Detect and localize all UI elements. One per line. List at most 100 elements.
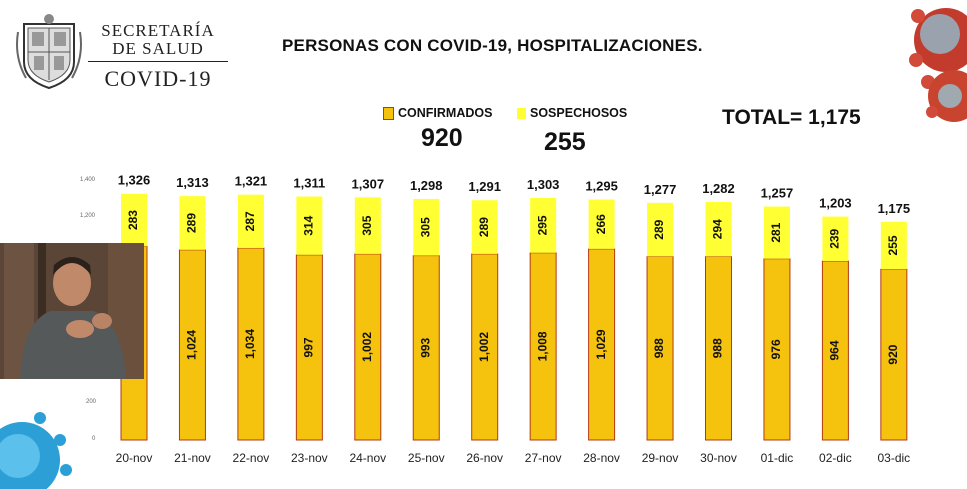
legend-suspected-swatch	[517, 107, 526, 119]
bar-suspected	[354, 197, 381, 254]
bar-suspected	[530, 198, 557, 253]
confirmed-count: 920	[421, 124, 463, 152]
bar-confirmed-label: 1,024	[185, 330, 199, 360]
virus-illustration-top-right	[909, 8, 967, 122]
bar-confirmed-label: 920	[886, 344, 900, 364]
org-line-3: COVID-19	[104, 66, 212, 91]
x-tick-label: 24-nov	[349, 451, 386, 465]
bar-suspected-label: 295	[535, 215, 549, 235]
legend-suspected-label: SOSPECHOSOS	[530, 106, 628, 120]
interpreter-figure	[0, 243, 144, 379]
bar-suspected-label: 289	[477, 217, 491, 237]
bar-suspected	[880, 221, 907, 270]
bar-suspected	[121, 193, 147, 247]
bar-confirmed-label: 1,029	[594, 329, 608, 359]
bar-suspected-label: 314	[302, 215, 316, 235]
legend-confirmed: CONFIRMADOS	[383, 106, 492, 120]
bar-total-label: 1,257	[761, 186, 794, 201]
bar-confirmed-label: 988	[652, 338, 666, 358]
y-tick-label: 1,400	[80, 177, 96, 183]
bar-total-label: 1,282	[702, 181, 735, 196]
bar-suspected-label: 255	[886, 235, 900, 255]
bar-suspected	[179, 196, 206, 250]
bar-confirmed-label: 964	[828, 340, 842, 360]
suspected-count: 255	[544, 128, 586, 156]
bar-total-label: 1,295	[585, 179, 618, 194]
bar-confirmed-label: 993	[418, 337, 432, 357]
bar-suspected	[763, 206, 790, 259]
bar-total-label: 1,175	[878, 201, 911, 216]
x-tick-label: 22-nov	[233, 451, 270, 465]
bar-total-label: 1,313	[176, 175, 209, 190]
bar-total-label: 1,303	[527, 177, 560, 192]
bar-total-label: 1,203	[819, 196, 852, 211]
x-tick-label: 03-dic	[878, 451, 911, 465]
bar-total-label: 1,326	[118, 173, 151, 188]
bar-suspected	[647, 202, 674, 257]
bar-total-label: 1,277	[644, 182, 677, 197]
bar-suspected-label: 289	[652, 219, 666, 239]
x-tick-label: 20-nov	[116, 451, 153, 465]
bar-confirmed	[295, 254, 323, 441]
total-count: TOTAL= 1,175	[722, 106, 861, 129]
bar-suspected	[413, 198, 440, 256]
legend-suspected: SOSPECHOSOS	[517, 106, 627, 120]
bar-suspected-label: 294	[711, 219, 725, 239]
bar-suspected-label: 305	[418, 217, 432, 237]
org-line-2: DE SALUD	[88, 40, 228, 62]
bar-confirmed	[588, 248, 616, 441]
bar-suspected	[296, 196, 323, 255]
state-shield-logo	[16, 14, 82, 90]
x-tick-label: 21-nov	[174, 451, 211, 465]
bar-total-label: 1,307	[352, 176, 385, 191]
page-title: PERSONAS CON COVID-19, HOSPITALIZACIONES…	[282, 36, 703, 55]
x-tick-label: 28-nov	[583, 451, 620, 465]
bar-suspected	[705, 201, 732, 257]
y-tick-label: 1,200	[80, 213, 96, 219]
bar-total-label: 1,321	[235, 174, 268, 189]
bar-confirmed-label: 988	[711, 338, 725, 358]
bar-confirmed-label: 997	[302, 337, 316, 357]
bar-confirmed	[821, 260, 849, 441]
x-tick-label: 25-nov	[408, 451, 445, 465]
bar-suspected-label: 239	[828, 228, 842, 248]
org-line-1: SECRETARÍA	[101, 21, 215, 40]
virus-illustration-bottom-left	[0, 412, 72, 489]
bar-confirmed	[705, 256, 732, 441]
bar-suspected	[822, 216, 849, 261]
legend-confirmed-label: CONFIRMADOS	[398, 106, 493, 120]
x-tick-label: 27-nov	[525, 451, 562, 465]
bar-suspected-label: 305	[360, 215, 374, 235]
bar-confirmed-label: 1,008	[535, 331, 549, 361]
bar-suspected	[588, 199, 615, 249]
sign-language-interpreter-video	[0, 243, 144, 379]
bar-confirmed	[471, 253, 499, 441]
health-ministry-wordmark: SECRETARÍA DE SALUD COVID-19	[88, 22, 228, 92]
bar-total-label: 1,291	[468, 179, 501, 194]
bar-suspected-label: 281	[769, 222, 783, 242]
x-tick-label: 29-nov	[642, 451, 679, 465]
y-tick-label: 0	[92, 436, 96, 442]
bar-confirmed-label: 1,002	[477, 332, 491, 362]
bar-suspected-label: 287	[243, 211, 257, 231]
bar-suspected	[471, 200, 498, 254]
x-tick-label: 23-nov	[291, 451, 328, 465]
bar-confirmed-label: 1,034	[243, 329, 257, 359]
bar-suspected	[237, 194, 264, 248]
bar-suspected-label: 266	[594, 214, 608, 234]
y-tick-label: 200	[86, 399, 97, 405]
bar-confirmed-label: 976	[769, 339, 783, 359]
x-tick-label: 26-nov	[466, 451, 503, 465]
x-tick-label: 01-dic	[761, 451, 794, 465]
bar-confirmed	[529, 252, 557, 441]
x-tick-label: 30-nov	[700, 451, 737, 465]
bar-confirmed	[237, 247, 265, 441]
bar-suspected-label: 289	[185, 213, 199, 233]
bar-confirmed	[412, 255, 440, 441]
legend-confirmed-swatch	[383, 106, 394, 120]
bar-confirmed	[354, 253, 382, 441]
bar-total-label: 1,311	[293, 176, 325, 191]
bar-suspected-label: 283	[126, 210, 140, 230]
x-tick-label: 02-dic	[819, 451, 852, 465]
